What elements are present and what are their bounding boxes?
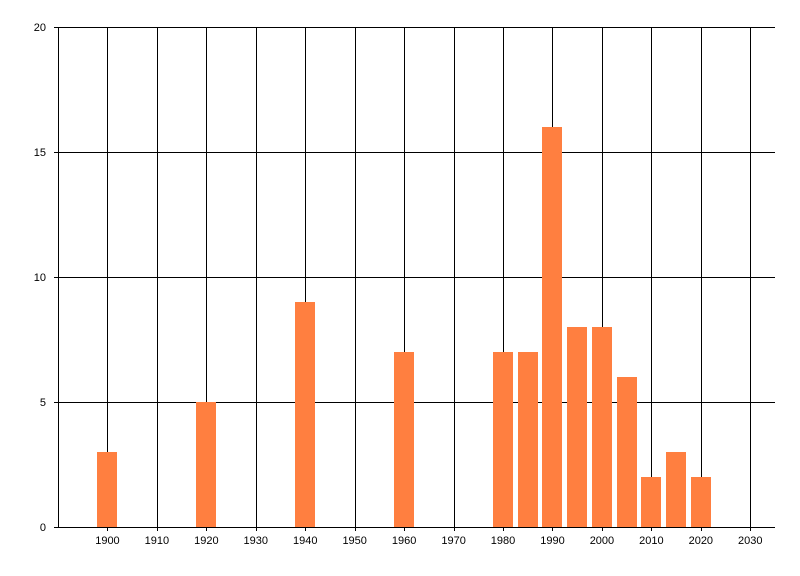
- bar-2010: [641, 477, 661, 527]
- y-tick-label: 10: [34, 272, 46, 284]
- bar-1940: [295, 302, 315, 527]
- y-tick-label: 15: [34, 147, 46, 159]
- bar-1920: [196, 402, 216, 527]
- x-tick-label: 2020: [689, 535, 713, 547]
- x-tick-label: 1920: [194, 535, 218, 547]
- bar-2005: [617, 377, 637, 527]
- bar-1980: [493, 352, 513, 527]
- x-tick-label: 1900: [95, 535, 119, 547]
- x-tick-label: 1940: [293, 535, 317, 547]
- x-tick-label: 1930: [244, 535, 268, 547]
- y-tick-label: 20: [34, 22, 46, 34]
- bar-2015: [666, 452, 686, 527]
- x-tick-label: 1960: [392, 535, 416, 547]
- axes: [58, 27, 775, 528]
- x-tick-label: 2010: [639, 535, 663, 547]
- bars: [97, 127, 711, 527]
- x-tick-label: 2030: [738, 535, 762, 547]
- bar-1960: [394, 352, 414, 527]
- bar-2000: [592, 327, 612, 527]
- grid-lines: [54, 27, 775, 531]
- y-tick-label: 0: [40, 522, 46, 534]
- y-tick-label: 5: [40, 397, 46, 409]
- x-tick-label: 1950: [342, 535, 366, 547]
- x-tick-label: 1980: [491, 535, 515, 547]
- bar-1995: [567, 327, 587, 527]
- x-tick-label: 1990: [540, 535, 564, 547]
- bar-2020: [691, 477, 711, 527]
- bar-1990: [542, 127, 562, 527]
- x-tick-label: 1910: [145, 535, 169, 547]
- bar-1900: [97, 452, 117, 527]
- x-tick-label: 1970: [441, 535, 465, 547]
- tick-labels: 0 5 10 15 20 1900 1910 1920 1930 1940 1950 1960 1970…: [34, 22, 763, 547]
- x-tick-label: 2000: [590, 535, 614, 547]
- bar-1985: [518, 352, 538, 527]
